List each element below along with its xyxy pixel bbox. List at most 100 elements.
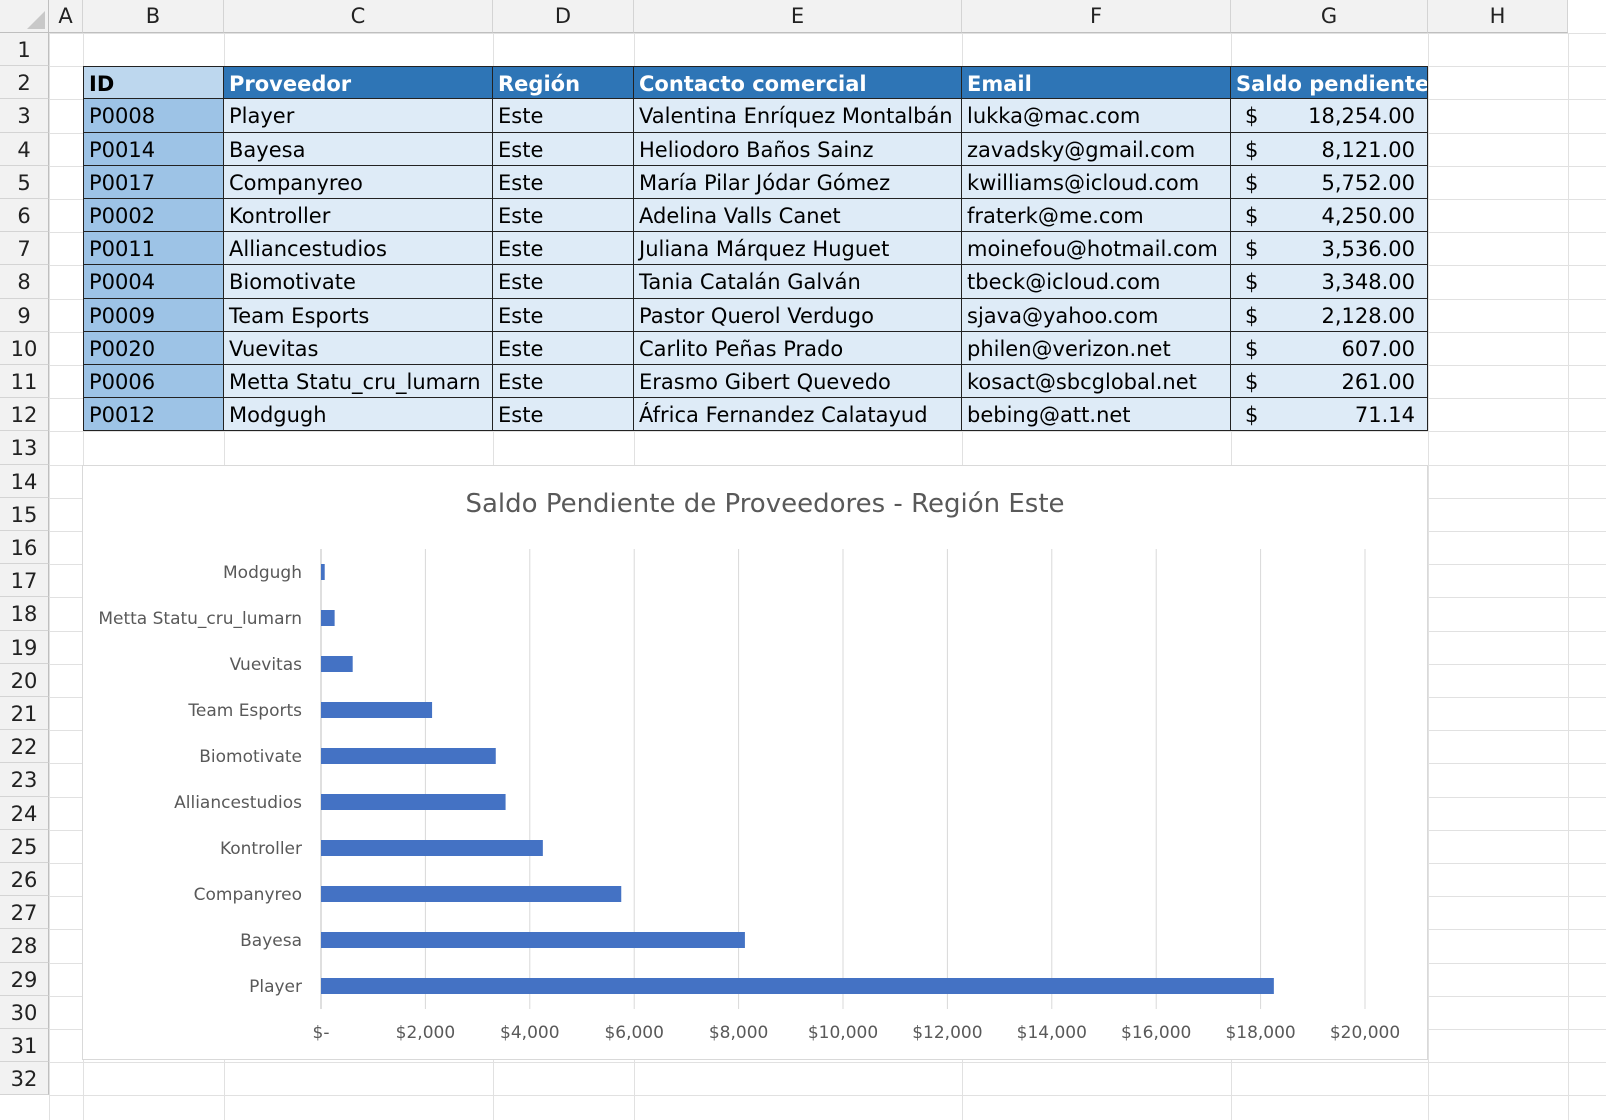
row-header-1[interactable]: 1 [0,33,49,66]
cell-proveedor[interactable]: Alliancestudios [224,232,493,265]
cell-proveedor[interactable]: Team Esports [224,299,493,332]
row-header-27[interactable]: 27 [0,896,49,929]
select-all-corner[interactable] [0,0,49,33]
cell-proveedor[interactable]: Player [224,99,493,133]
cell-contacto[interactable]: Carlito Peñas Prado [634,332,962,365]
cell-proveedor[interactable]: Companyreo [224,166,493,199]
row-header-15[interactable]: 15 [0,498,49,531]
row-header-22[interactable]: 22 [0,730,49,763]
cell-proveedor[interactable]: Kontroller [224,199,493,232]
row-header-21[interactable]: 21 [0,697,49,730]
row-header-12[interactable]: 12 [0,398,49,431]
cell-proveedor[interactable]: Biomotivate [224,265,493,299]
cell-id[interactable]: P0002 [83,199,224,232]
row-header-25[interactable]: 25 [0,830,49,863]
cell-saldo[interactable]: $5,752.00 [1231,166,1428,199]
row-header-11[interactable]: 11 [0,365,49,398]
cell-email[interactable]: fraterk@me.com [962,199,1231,232]
cell-saldo[interactable]: $8,121.00 [1231,133,1428,166]
column-header-a[interactable]: A [49,0,83,33]
column-header-g[interactable]: G [1231,0,1428,33]
column-header-d[interactable]: D [493,0,634,33]
row-header-20[interactable]: 20 [0,664,49,697]
cell-contacto[interactable]: Adelina Valls Canet [634,199,962,232]
cell-contacto[interactable]: Heliodoro Baños Sainz [634,133,962,166]
cell-contacto[interactable]: Juliana Márquez Huguet [634,232,962,265]
header-saldo[interactable]: Saldo pendiente [1231,66,1428,99]
cell-saldo[interactable]: $261.00 [1231,365,1428,398]
cell-email[interactable]: lukka@mac.com [962,99,1231,133]
cell-contacto[interactable]: Pastor Querol Verdugo [634,299,962,332]
cell-contacto[interactable]: Tania Catalán Galván [634,265,962,299]
column-header-e[interactable]: E [634,0,962,33]
row-header-28[interactable]: 28 [0,929,49,963]
cell-proveedor[interactable]: Metta Statu_cru_lumarn [224,365,493,398]
cell-contacto[interactable]: África Fernandez Calatayud [634,398,962,431]
row-header-4[interactable]: 4 [0,133,49,166]
row-header-5[interactable]: 5 [0,166,49,199]
cell-region[interactable]: Este [493,166,634,199]
row-header-18[interactable]: 18 [0,597,49,631]
row-header-23[interactable]: 23 [0,763,49,797]
cell-saldo[interactable]: $3,536.00 [1231,232,1428,265]
cell-email[interactable]: tbeck@icloud.com [962,265,1231,299]
cell-id[interactable]: P0006 [83,365,224,398]
row-header-13[interactable]: 13 [0,431,49,465]
row-header-32[interactable]: 32 [0,1062,49,1095]
cell-saldo[interactable]: $2,128.00 [1231,299,1428,332]
cell-region[interactable]: Este [493,299,634,332]
cell-region[interactable]: Este [493,99,634,133]
row-header-7[interactable]: 7 [0,232,49,265]
cell-region[interactable]: Este [493,133,634,166]
cell-contacto[interactable]: María Pilar Jódar Gómez [634,166,962,199]
cell-email[interactable]: zavadsky@gmail.com [962,133,1231,166]
cell-id[interactable]: P0011 [83,232,224,265]
cell-region[interactable]: Este [493,199,634,232]
cell-email[interactable]: moinefou@hotmail.com [962,232,1231,265]
cell-email[interactable]: philen@verizon.net [962,332,1231,365]
header-contacto[interactable]: Contacto comercial [634,66,962,99]
cell-region[interactable]: Este [493,265,634,299]
header-region[interactable]: Región [493,66,634,99]
row-header-29[interactable]: 29 [0,963,49,996]
bar-chart[interactable]: Saldo Pendiente de Proveedores - Región … [82,465,1428,1060]
cell-email[interactable]: sjava@yahoo.com [962,299,1231,332]
cell-id[interactable]: P0020 [83,332,224,365]
row-header-17[interactable]: 17 [0,564,49,597]
cell-saldo[interactable]: $4,250.00 [1231,199,1428,232]
row-header-26[interactable]: 26 [0,863,49,896]
cell-id[interactable]: P0012 [83,398,224,431]
cell-region[interactable]: Este [493,232,634,265]
row-header-10[interactable]: 10 [0,332,49,365]
cell-id[interactable]: P0004 [83,265,224,299]
cell-region[interactable]: Este [493,398,634,431]
cell-id[interactable]: P0009 [83,299,224,332]
cell-saldo[interactable]: $18,254.00 [1231,99,1428,133]
cell-saldo[interactable]: $71.14 [1231,398,1428,431]
cell-region[interactable]: Este [493,332,634,365]
cell-contacto[interactable]: Erasmo Gibert Quevedo [634,365,962,398]
cell-proveedor[interactable]: Bayesa [224,133,493,166]
header-email[interactable]: Email [962,66,1231,99]
cell-email[interactable]: kosact@sbcglobal.net [962,365,1231,398]
row-header-14[interactable]: 14 [0,465,49,498]
row-header-30[interactable]: 30 [0,996,49,1029]
cell-contacto[interactable]: Valentina Enríquez Montalbán [634,99,962,133]
cell-id[interactable]: P0008 [83,99,224,133]
cell-email[interactable]: bebing@att.net [962,398,1231,431]
row-header-19[interactable]: 19 [0,631,49,664]
row-header-16[interactable]: 16 [0,531,49,564]
cell-proveedor[interactable]: Vuevitas [224,332,493,365]
column-header-b[interactable]: B [83,0,224,33]
cell-id[interactable]: P0017 [83,166,224,199]
cell-email[interactable]: kwilliams@icloud.com [962,166,1231,199]
row-header-9[interactable]: 9 [0,299,49,332]
cell-saldo[interactable]: $607.00 [1231,332,1428,365]
row-header-8[interactable]: 8 [0,265,49,299]
row-header-2[interactable]: 2 [0,66,49,99]
column-header-c[interactable]: C [224,0,493,33]
cell-region[interactable]: Este [493,365,634,398]
row-header-31[interactable]: 31 [0,1029,49,1062]
row-header-24[interactable]: 24 [0,797,49,830]
cell-saldo[interactable]: $3,348.00 [1231,265,1428,299]
